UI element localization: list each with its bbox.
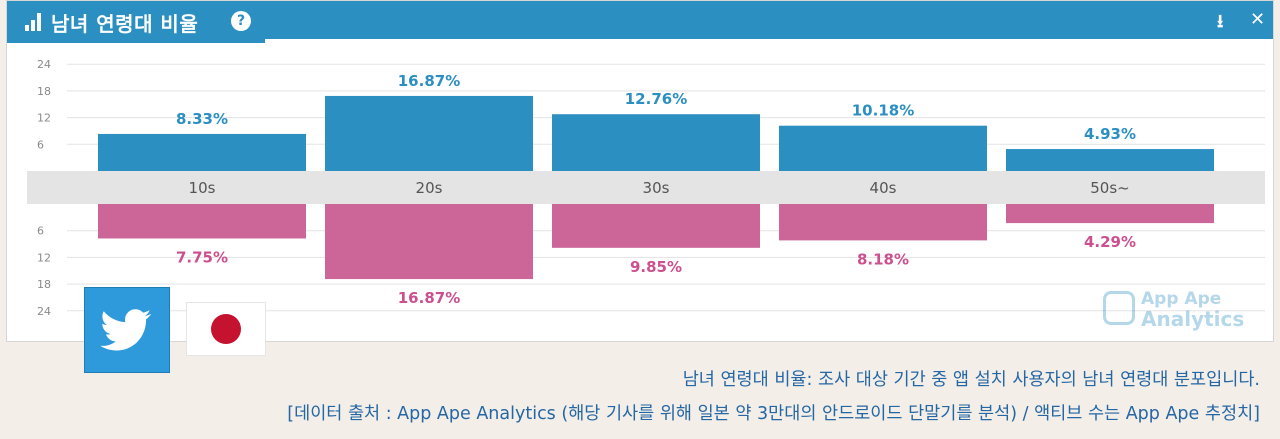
bar-bottom: [1006, 204, 1214, 224]
bar-chart-icon: [25, 13, 45, 31]
app-ape-logo: App Ape Analytics: [1103, 289, 1255, 333]
bar-bottom: [98, 204, 306, 239]
data-label-bottom: 4.29%: [1084, 233, 1136, 251]
category-label: 20s: [416, 179, 443, 197]
download-icon[interactable]: ⭳: [1217, 11, 1224, 32]
logo-line1: App Ape: [1141, 289, 1222, 309]
logo-line2: Analytics: [1141, 307, 1245, 331]
y-ticks: 24 18 12 6 6 12 18 24: [37, 58, 51, 318]
bar-bottom: [552, 204, 760, 248]
bar-bottom: [779, 204, 987, 241]
data-label-bottom: 16.87%: [398, 289, 460, 307]
y-tick-label: 18: [37, 85, 51, 98]
y-tick-label: 24: [37, 305, 51, 318]
data-label-top: 12.76%: [625, 90, 687, 108]
y-tick-label: 24: [37, 58, 51, 71]
bars: [98, 95, 1214, 280]
y-tick-label: 18: [37, 278, 51, 291]
help-icon[interactable]: ?: [231, 11, 251, 31]
category-band: [27, 171, 1265, 204]
bar-top: [325, 95, 533, 171]
category-labels: 10s 20s 30s 40s 50s~: [189, 179, 1130, 197]
japan-flag: [186, 302, 266, 356]
category-label: 40s: [870, 179, 897, 197]
caption-line-1: 남녀 연령대 비율: 조사 대상 기간 중 앱 설치 사용자의 남녀 연령대 분…: [682, 370, 1260, 390]
y-tick-label: 12: [37, 112, 51, 125]
category-label: 10s: [189, 179, 216, 197]
close-icon[interactable]: ✕: [1250, 9, 1266, 30]
logo-mark: [1103, 291, 1135, 325]
data-label-top: 16.87%: [398, 72, 460, 90]
grid: [27, 63, 1265, 312]
data-label-top: 10.18%: [852, 102, 914, 120]
caption-line-2: [데이터 출처 : App Ape Analytics (해당 기사를 위해 일…: [287, 404, 1260, 424]
y-tick-label: 6: [37, 225, 44, 238]
bar-top: [779, 125, 987, 171]
data-label-bottom: 8.18%: [857, 250, 909, 268]
bar-top: [98, 133, 306, 171]
title-tab: 남녀 연령대 비율 ?: [7, 1, 265, 45]
twitter-share-button[interactable]: [84, 287, 170, 373]
bar-bottom: [325, 204, 533, 280]
gender-age-chart: 24 18 12 6 6 12 18 24 10s 20s 30s 40s 50s~ 8.33% 7.7…: [27, 58, 1265, 318]
bar-top: [1006, 149, 1214, 171]
flag-sun: [211, 314, 241, 344]
data-label-bottom: 9.85%: [630, 258, 682, 276]
category-label: 50s~: [1090, 179, 1129, 197]
page-title: 남녀 연령대 비율: [51, 12, 199, 36]
category-label: 30s: [643, 179, 670, 197]
data-label-top: 4.93%: [1084, 125, 1136, 143]
twitter-bird-icon: [100, 309, 152, 351]
chart-panel: 남녀 연령대 비율 ? ⭳ ✕ 24 18 12 6 6 12 18 24 10s 20s 30s…: [6, 0, 1274, 342]
bar-top: [552, 114, 760, 171]
data-label-bottom: 7.75%: [176, 248, 228, 266]
data-label-top: 8.33%: [176, 110, 228, 128]
y-tick-label: 6: [37, 138, 44, 151]
y-tick-label: 12: [37, 251, 51, 264]
data-labels: 8.33% 7.75% 16.87% 16.87% 12.76% 9.85% 10.18% 8…: [176, 72, 1136, 307]
